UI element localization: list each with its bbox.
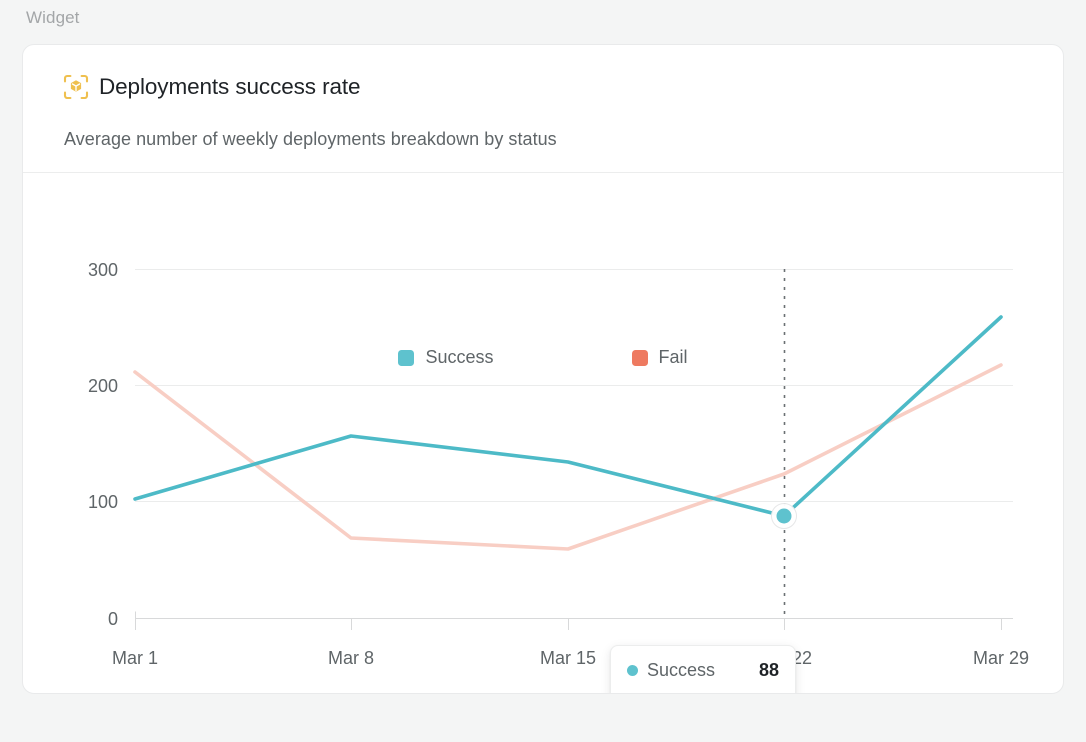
y-tick-label: 0 <box>108 609 118 629</box>
axis-lines <box>135 611 1013 630</box>
series-line-fail[interactable] <box>133 363 1003 551</box>
tooltip-date-range: Mar 22 - Mar 28 <box>627 693 779 694</box>
x-tick-labels: Mar 1 Mar 8 Mar 15 Mar 22 Mar 29 <box>112 648 1029 668</box>
y-tick-label: 100 <box>88 492 118 512</box>
tooltip-series-label: Success <box>647 659 716 680</box>
widget-card: Deployments success rate Average number … <box>22 44 1064 694</box>
card-title-row: Deployments success rate <box>63 74 361 100</box>
widget-label: Widget <box>26 8 80 27</box>
x-tick-label: Mar 15 <box>540 648 596 668</box>
card-header: Deployments success rate Average number … <box>23 45 1063 173</box>
tooltip-series-value: 88 <box>758 659 779 680</box>
y-tick-labels: 300 200 100 0 <box>88 260 118 629</box>
cube-scan-icon <box>63 74 89 100</box>
tooltip-series-dot <box>627 664 638 676</box>
x-tick-label: Mar 1 <box>112 648 158 668</box>
line-chart[interactable]: 300 200 100 0 Mar 1 Mar 8 Mar 15 Mar 22 … <box>23 173 1063 694</box>
highlighted-data-point[interactable] <box>771 503 797 529</box>
x-tick-label: Mar 8 <box>328 648 374 668</box>
mouse-cursor-icon <box>815 692 817 693</box>
chart-body: 300 200 100 0 Mar 1 Mar 8 Mar 15 Mar 22 … <box>23 173 1063 694</box>
card-subtitle: Average number of weekly deployments bre… <box>64 129 557 149</box>
x-tick-label: Mar 29 <box>973 648 1029 668</box>
gridlines <box>135 269 1013 502</box>
y-tick-label: 200 <box>88 376 118 396</box>
y-tick-label: 300 <box>88 260 118 280</box>
tooltip-series-row: Success 88 <box>627 659 779 681</box>
chart-tooltip: Success 88 Mar 22 - Mar 28 <box>610 645 796 694</box>
card-title: Deployments success rate <box>99 74 361 99</box>
series-line-success[interactable] <box>133 315 1003 518</box>
